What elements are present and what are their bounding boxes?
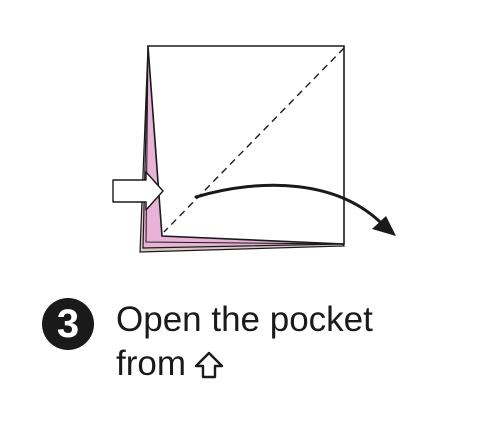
instruction-line-2: from xyxy=(116,342,486,386)
up-arrow-outline-icon xyxy=(194,351,224,379)
pocket-arrow-icon xyxy=(112,171,164,211)
curved-arrow-head-icon xyxy=(372,216,396,236)
dashed-fold-line-icon xyxy=(163,47,345,233)
instruction-line-2-text: from xyxy=(116,344,186,383)
paper-front-square xyxy=(147,45,345,245)
curved-arrow-icon xyxy=(194,183,388,230)
step-instruction: Open the pocket from xyxy=(116,298,486,386)
step-number-badge: 3 xyxy=(42,298,94,350)
fold-diagram xyxy=(112,45,396,253)
instruction-line-1: Open the pocket xyxy=(116,300,373,339)
